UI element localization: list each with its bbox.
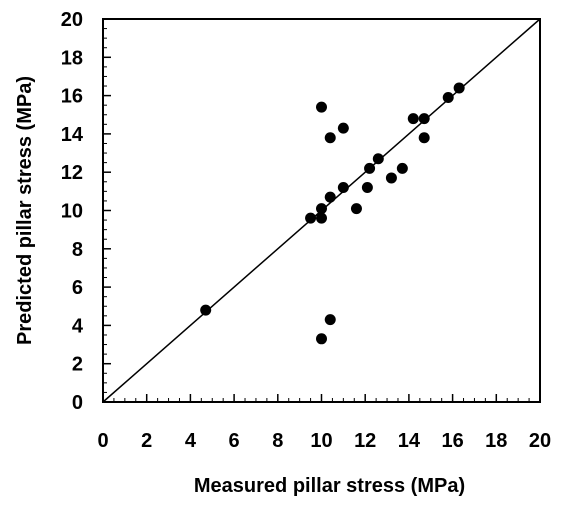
x-tick-label: 20 — [529, 430, 551, 452]
data-point — [372, 153, 384, 165]
y-tick-labels: 0 2 4 6 8 10 12 14 16 18 20 — [61, 9, 84, 414]
data-point — [418, 113, 430, 125]
x-tick-label: 16 — [441, 430, 463, 452]
data-point — [316, 203, 327, 215]
x-axis-label: Measured pillar stress (MPa) — [194, 475, 465, 497]
x-tick-labels: 0 2 4 6 8 10 12 14 16 18 20 — [97, 430, 551, 452]
data-point — [324, 191, 336, 203]
x-tick-label: 18 — [485, 430, 507, 452]
data-point — [350, 203, 362, 215]
data-point — [385, 172, 397, 184]
data-point — [316, 333, 327, 345]
y-tick-label: 16 — [61, 86, 83, 108]
data-point — [324, 132, 336, 144]
y-tick-label: 4 — [72, 315, 84, 337]
y-tick-label: 18 — [61, 47, 83, 69]
data-point — [442, 92, 454, 104]
data-points — [200, 82, 465, 345]
x-tick-label: 2 — [141, 430, 152, 452]
x-tick-label: 4 — [185, 430, 197, 452]
data-point — [361, 182, 373, 194]
y-tick-label: 12 — [61, 162, 83, 184]
x-tick-label: 0 — [97, 430, 108, 452]
y-tick-label: 20 — [61, 9, 83, 31]
x-tick-label: 10 — [310, 430, 332, 452]
x-tick-label: 14 — [398, 430, 421, 452]
y-tick-label: 8 — [72, 239, 83, 261]
x-tick-label: 6 — [229, 430, 240, 452]
data-point — [305, 212, 317, 224]
y-tick-label: 14 — [61, 124, 84, 146]
data-point — [337, 122, 349, 134]
data-point — [364, 162, 376, 174]
data-point — [418, 132, 430, 144]
y-tick-label: 2 — [72, 354, 83, 376]
data-point — [337, 182, 349, 194]
data-point — [324, 314, 336, 326]
y-tick-label: 0 — [72, 392, 83, 414]
plot-frame — [102, 18, 541, 403]
x-tick-label: 12 — [354, 430, 376, 452]
data-point — [407, 113, 419, 125]
data-point — [396, 162, 408, 174]
y-axis-label: Predicted pillar stress (MPa) — [14, 76, 36, 345]
data-point — [200, 304, 212, 316]
y-tick-label: 6 — [72, 277, 83, 299]
data-point — [453, 82, 465, 94]
x-tick-label: 8 — [272, 430, 283, 452]
data-point — [316, 101, 327, 113]
data-point — [316, 212, 327, 224]
y-tick-label: 10 — [61, 201, 83, 223]
